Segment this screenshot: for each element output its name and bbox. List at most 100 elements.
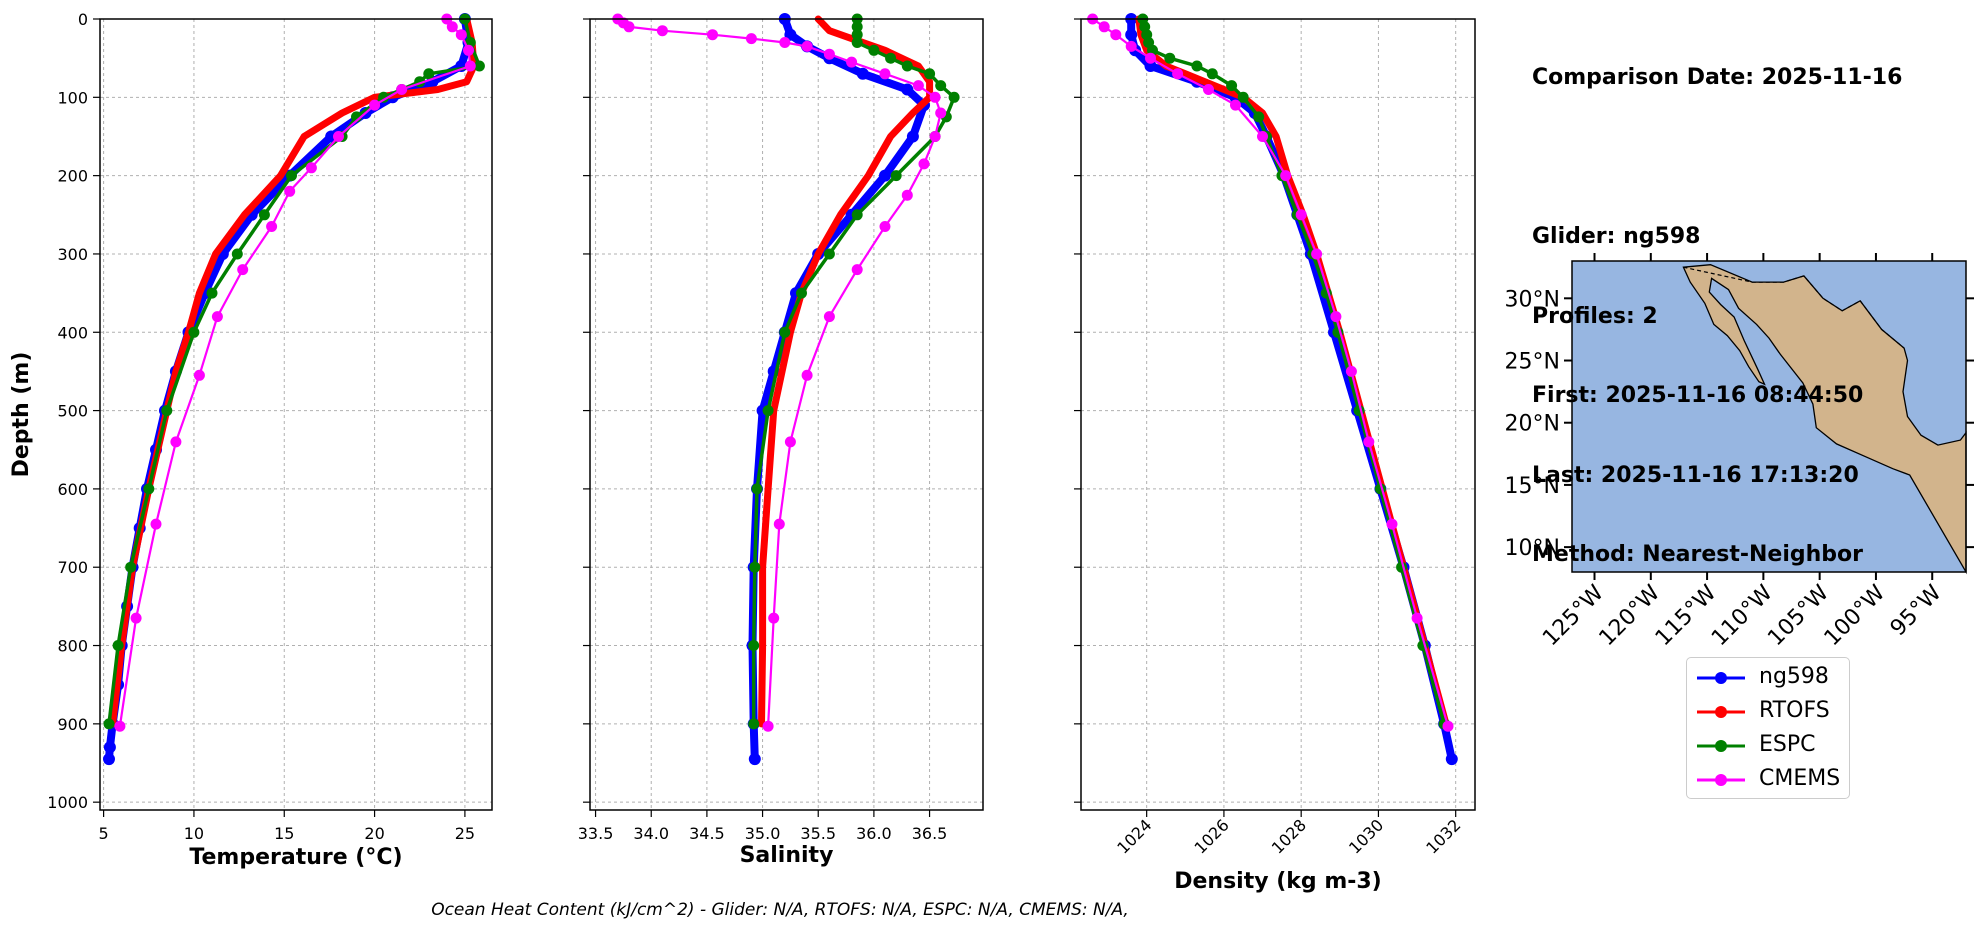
data-point-cmems	[193, 369, 205, 381]
data-point-espc	[751, 483, 763, 495]
data-point-espc	[258, 209, 270, 221]
data-point-cmems	[935, 107, 947, 119]
map-border	[1683, 266, 1905, 349]
last-profile-time: Last: 2025-11-16 17:13:20	[1532, 462, 1859, 488]
x-tick-label: 36.0	[856, 824, 892, 843]
data-point-espc	[423, 68, 435, 80]
data-point-cmems	[779, 37, 791, 48]
data-point-cmems	[237, 264, 249, 276]
comparison-date: Comparison Date: 2025-11-16	[1532, 65, 1903, 90]
data-point-ng598	[1144, 60, 1157, 72]
panel-1: 5 10 15 20 25 0 100 200 300 400 500 600 700 800 900 100…	[9, 10, 493, 870]
y-tick-label: 200	[57, 167, 88, 186]
data-point-cmems	[1280, 170, 1292, 182]
x-tick-label: 10	[184, 824, 204, 843]
x-axis-label: Temperature (°C)	[189, 845, 402, 870]
data-point-cmems	[464, 60, 476, 72]
map-lat-label: 10°N	[1505, 536, 1560, 561]
data-point-espc	[901, 60, 913, 72]
map-frame	[1571, 260, 1967, 573]
map-lat-label: 25°N	[1505, 350, 1560, 375]
legend-label-espc: ESPC	[1759, 732, 1816, 757]
info-panel: Comparison Date: 2025-11-16 Glider: ng59…	[1532, 12, 1902, 595]
y-tick-label: 100	[57, 88, 88, 107]
data-point-cmems	[623, 21, 635, 33]
series-line-rtofs	[758, 15, 934, 728]
data-point-espc	[103, 718, 115, 730]
x-tick-label: 1030	[1345, 815, 1387, 857]
map-lat-label: 20°N	[1505, 412, 1560, 437]
x-tick-label: 1024	[1113, 815, 1155, 857]
legend-line-cmems	[1697, 774, 1745, 786]
data-point-cmems	[1330, 311, 1342, 323]
data-point-cmems	[656, 25, 668, 37]
data-point-espc	[188, 326, 200, 338]
axes-frame	[1080, 18, 1476, 811]
data-point-espc	[112, 640, 124, 651]
y-tick-label: 700	[57, 558, 88, 577]
data-point-espc	[378, 91, 390, 103]
data-point-ng598	[1125, 28, 1138, 41]
data-point-cmems	[1098, 21, 1110, 33]
data-point-cmems	[1125, 40, 1137, 52]
data-point-espc	[231, 248, 243, 260]
data-point-espc	[851, 29, 863, 41]
data-point-cmems	[912, 80, 924, 92]
ocean-heat-content-footer: Ocean Heat Content (kJ/cm^2) - Glider: N…	[431, 900, 1129, 920]
x-tick-label: 34.0	[633, 824, 669, 843]
panel-3: 1024 1026 1028 1030 1032 Density (kg m-3)	[1074, 13, 1476, 894]
data-point-espc	[143, 483, 155, 495]
data-point-espc	[125, 561, 137, 573]
data-point-cmems	[369, 99, 381, 111]
data-point-ng598	[901, 83, 914, 96]
legend-item-espc: ESPC	[1687, 730, 1847, 762]
data-point-cmems	[929, 91, 941, 103]
data-point-espc	[206, 287, 218, 299]
series-line-rtofs	[109, 15, 478, 728]
data-point-cmems	[823, 311, 835, 323]
first-profile-time: First: 2025-11-16 08:44:50	[1532, 383, 1864, 408]
data-point-espc	[924, 68, 936, 80]
x-tick-label: 33.5	[578, 824, 614, 843]
data-point-ng598	[748, 753, 761, 766]
x-tick-label: 20	[364, 824, 384, 843]
legend-label-rtofs: RTOFS	[1759, 698, 1830, 723]
y-tick-label: 400	[57, 323, 88, 342]
y-tick-label: 1000	[47, 793, 88, 812]
data-point-ng598	[906, 130, 919, 143]
y-tick-label: 800	[57, 637, 88, 656]
data-point-espc	[885, 52, 897, 64]
legend-label-cmems: CMEMS	[1759, 766, 1841, 791]
legend-label-ng598: ng598	[1759, 664, 1829, 689]
data-point-cmems	[170, 436, 182, 448]
data-point-cmems	[801, 40, 813, 52]
data-point-cmems	[1172, 68, 1184, 80]
data-point-cmems	[1345, 365, 1357, 377]
y-tick-label: 500	[57, 402, 88, 421]
series-line-espc	[107, 17, 482, 726]
data-point-cmems	[463, 44, 474, 56]
interpolation-method: Method: Nearest-Neighbor	[1532, 542, 1863, 567]
data-point-espc	[890, 170, 902, 182]
x-tick-label: 36.5	[912, 824, 948, 843]
data-point-cmems	[114, 720, 126, 732]
data-point-espc	[762, 405, 774, 417]
data-point-espc	[286, 170, 297, 182]
info-spacer	[1532, 145, 1902, 172]
data-point-cmems	[455, 29, 467, 41]
data-point-espc	[748, 640, 760, 651]
data-point-cmems	[918, 158, 930, 170]
data-point-cmems	[768, 612, 780, 624]
axes-frame	[99, 18, 493, 811]
x-tick-label: 1032	[1422, 815, 1464, 857]
data-point-cmems	[1145, 52, 1156, 64]
data-point-cmems	[1442, 720, 1454, 732]
data-point-cmems	[773, 518, 785, 530]
data-point-espc	[1206, 68, 1218, 80]
data-point-espc	[1226, 80, 1238, 92]
legend-item-rtofs: RTOFS	[1687, 696, 1847, 728]
data-point-cmems	[1257, 131, 1268, 142]
data-point-espc	[868, 44, 880, 56]
y-tick-label: 0	[78, 10, 88, 29]
data-point-cmems	[801, 369, 813, 381]
